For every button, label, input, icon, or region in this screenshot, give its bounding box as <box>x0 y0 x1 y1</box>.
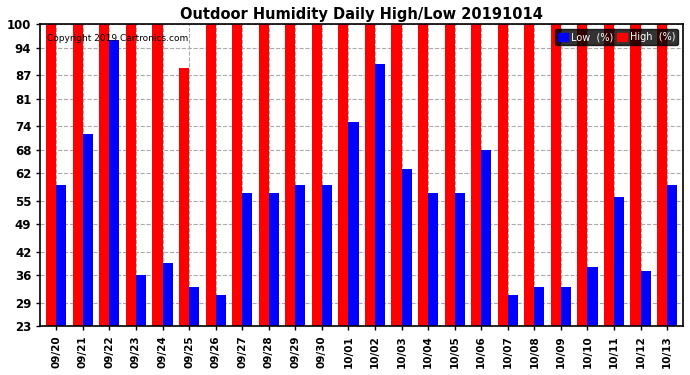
Bar <box>152 24 163 375</box>
Bar <box>561 287 571 375</box>
Bar <box>402 170 412 375</box>
Bar <box>418 24 428 375</box>
Bar <box>391 24 402 375</box>
Title: Outdoor Humidity Daily High/Low 20191014: Outdoor Humidity Daily High/Low 20191014 <box>180 7 543 22</box>
Bar <box>312 24 322 375</box>
Bar <box>242 193 253 375</box>
Bar <box>285 24 295 375</box>
Bar <box>667 185 677 375</box>
Bar <box>72 24 83 375</box>
Bar <box>578 24 587 375</box>
Bar <box>471 24 481 375</box>
Bar <box>481 150 491 375</box>
Bar <box>322 185 332 375</box>
Bar <box>338 24 348 375</box>
Bar <box>179 68 189 375</box>
Bar <box>587 267 598 375</box>
Bar <box>534 287 544 375</box>
Bar <box>57 185 66 375</box>
Bar <box>348 123 359 375</box>
Text: Copyright 2019 Cartronics.com: Copyright 2019 Cartronics.com <box>47 33 188 42</box>
Bar <box>216 295 226 375</box>
Bar <box>631 24 640 375</box>
Bar <box>189 287 199 375</box>
Bar <box>508 295 518 375</box>
Bar <box>83 134 93 375</box>
Bar <box>99 24 110 375</box>
Bar <box>444 24 455 375</box>
Bar <box>136 275 146 375</box>
Bar <box>163 264 172 375</box>
Bar <box>365 24 375 375</box>
Bar <box>206 24 216 375</box>
Bar <box>657 24 667 375</box>
Bar <box>497 24 508 375</box>
Bar <box>524 24 534 375</box>
Bar <box>428 193 438 375</box>
Bar <box>268 193 279 375</box>
Legend: Low  (%), High  (%): Low (%), High (%) <box>555 29 678 45</box>
Bar <box>126 24 136 375</box>
Bar <box>640 271 651 375</box>
Bar <box>551 24 561 375</box>
Bar <box>46 24 57 375</box>
Bar <box>375 64 385 375</box>
Bar <box>295 185 306 375</box>
Bar <box>232 24 242 375</box>
Bar <box>110 40 119 375</box>
Bar <box>614 197 624 375</box>
Bar <box>604 24 614 375</box>
Bar <box>455 193 465 375</box>
Bar <box>259 24 268 375</box>
